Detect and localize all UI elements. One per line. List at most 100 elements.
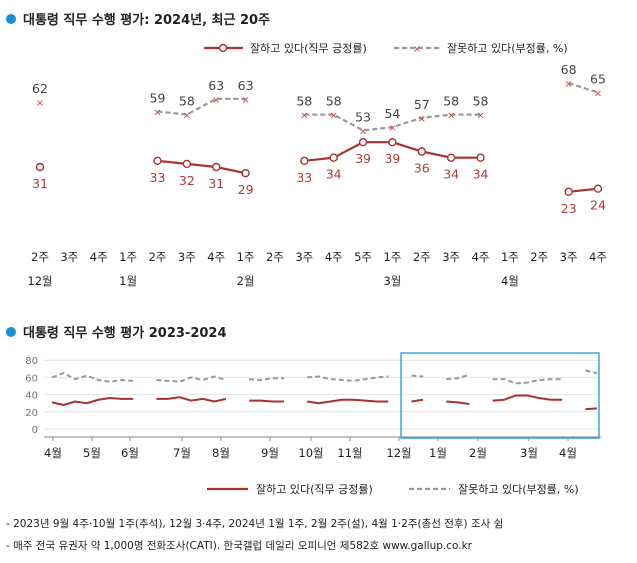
positive-marker	[35, 162, 45, 172]
month-label: 4월	[44, 446, 62, 460]
positive-marker	[241, 168, 250, 178]
negative-value-label: 62	[32, 81, 48, 96]
positive-line-segment-3	[568, 187, 599, 193]
negative-marker: ×	[183, 111, 191, 122]
positive-value-label: 31	[208, 176, 224, 191]
x-tick-label: 3주	[60, 250, 78, 264]
positive-value-label: 24	[590, 198, 606, 213]
x-tick-label: 1주	[119, 250, 137, 264]
negative-value-label: 58	[296, 94, 312, 109]
positive-line-segment-1	[156, 396, 227, 403]
month-label: 6월	[121, 446, 139, 460]
chart1-title: 대통령 직무 수행 평가: 2024년, 최근 20주	[23, 12, 270, 28]
positive-value-label: 34	[473, 167, 489, 182]
negative-marker: ×	[212, 95, 220, 106]
positive-line-segment-5	[446, 400, 470, 406]
positive-value-label: 23	[561, 201, 577, 216]
negative-marker: ×	[359, 126, 367, 137]
x-tick-label: 4주	[325, 250, 343, 264]
negative-marker: ×	[447, 111, 455, 122]
footnote-1: - 2023년 9월 4주·10월 1주(추석), 12월 3·4주, 2024…	[6, 518, 503, 530]
positive-marker	[182, 159, 192, 169]
y-tick-label: 60	[25, 373, 38, 384]
month-label: 1월	[429, 446, 447, 460]
month-label: 9월	[261, 446, 279, 460]
chart2-legend: 잘하고 있다(직무 긍정률) 잘못하고 있다(부정률, %)	[207, 482, 579, 496]
negative-value-label: 68	[561, 62, 577, 77]
y-tick-label: 40	[25, 391, 38, 402]
x-tick-label: 5주	[354, 250, 372, 264]
negative-marker: ×	[594, 89, 602, 100]
negative-value-label: 57	[414, 97, 430, 112]
x-tick-label: 4주	[207, 250, 225, 264]
month-label: 12월	[386, 446, 411, 460]
positive-line-segment-1	[157, 159, 246, 175]
negative-line-segment-6	[492, 378, 563, 385]
month-label: 8월	[212, 446, 230, 460]
legend1-negative-label: 잘못하고 있다(부정률, %)	[447, 41, 568, 55]
positive-marker	[388, 137, 397, 147]
negative-marker: ×	[418, 114, 426, 125]
x-tick-label: 4주	[589, 250, 607, 264]
positive-value-label: 31	[32, 176, 48, 191]
positive-marker	[153, 156, 162, 166]
y-tick-label: 20	[25, 408, 38, 419]
positive-line-segment-4	[411, 398, 424, 403]
month-label: 3월	[520, 446, 538, 460]
positive-marker	[300, 156, 309, 166]
negative-line-segment-5	[446, 373, 470, 381]
x-tick-label: 4주	[90, 250, 108, 264]
x-tick-label: 4주	[472, 250, 490, 264]
negative-marker: ×	[241, 95, 249, 106]
positive-marker	[212, 162, 221, 172]
x-tick-label: 3주	[178, 250, 196, 264]
title-bullet-2	[6, 327, 16, 337]
x-tick-label: 2주	[413, 250, 431, 264]
positive-value-label: 34	[326, 167, 342, 182]
month-label: 4월	[559, 446, 577, 460]
footnote-2: - 매주 전국 유권자 약 1,000명 전화조사(CATI). 한국갤럽 데일…	[6, 539, 473, 552]
positive-line-segment-3	[306, 398, 389, 405]
x-tick-label: 2주	[266, 250, 284, 264]
chart1-legend: 잘하고 있다(직무 긍정률) × 잘못하고 있다(부정률, %)	[204, 41, 568, 55]
month-label: 3월	[383, 274, 401, 288]
negative-line-segment-1	[157, 97, 246, 116]
positive-value-label: 29	[238, 182, 254, 197]
legend1-positive-marker	[218, 43, 228, 53]
positive-marker	[593, 184, 603, 193]
x-tick-label: 3주	[442, 250, 460, 264]
x-tick-label: 2주	[149, 250, 167, 264]
positive-value-label: 33	[296, 170, 312, 185]
month-label: 5월	[83, 446, 101, 460]
positive-line-segment-6	[492, 394, 563, 402]
y-tick-label: 0	[32, 425, 38, 436]
negative-value-label: 53	[355, 109, 371, 124]
x-tick-label: 3주	[560, 250, 578, 264]
month-label: 1월	[119, 274, 137, 288]
month-label: 12월	[27, 274, 52, 288]
positive-line-segment-2	[249, 399, 284, 403]
negative-value-label: 59	[150, 90, 166, 105]
x-tick-label: 2주	[530, 250, 548, 264]
negative-line-segment-3	[568, 82, 599, 94]
negative-line-segment-7	[585, 369, 598, 375]
negative-line-segment-4	[411, 374, 424, 378]
negative-line-segment-3	[307, 375, 389, 382]
month-label: 4월	[501, 274, 519, 288]
positive-value-label: 32	[179, 173, 195, 188]
title-bullet-1	[6, 14, 16, 24]
positive-line-segment-0	[51, 397, 134, 406]
legend1-positive-label: 잘하고 있다(직무 긍정률)	[250, 41, 367, 55]
x-tick-label: 2주	[31, 250, 49, 264]
x-tick-label: 1주	[237, 250, 255, 264]
month-label: 7월	[173, 446, 191, 460]
positive-line-segment-7	[585, 407, 598, 411]
negative-marker: ×	[153, 107, 161, 118]
positive-marker	[564, 187, 573, 197]
negative-value-label: 58	[179, 94, 195, 109]
negative-value-label: 63	[208, 78, 224, 93]
chart2-plot: 0 20 40 60 80 4월 5월 6월 7월 8월 9월 10월 11월 12월 1월 2월 3월 4월	[25, 352, 601, 460]
positive-value-label: 39	[384, 151, 400, 166]
negative-marker: ×	[329, 111, 337, 122]
